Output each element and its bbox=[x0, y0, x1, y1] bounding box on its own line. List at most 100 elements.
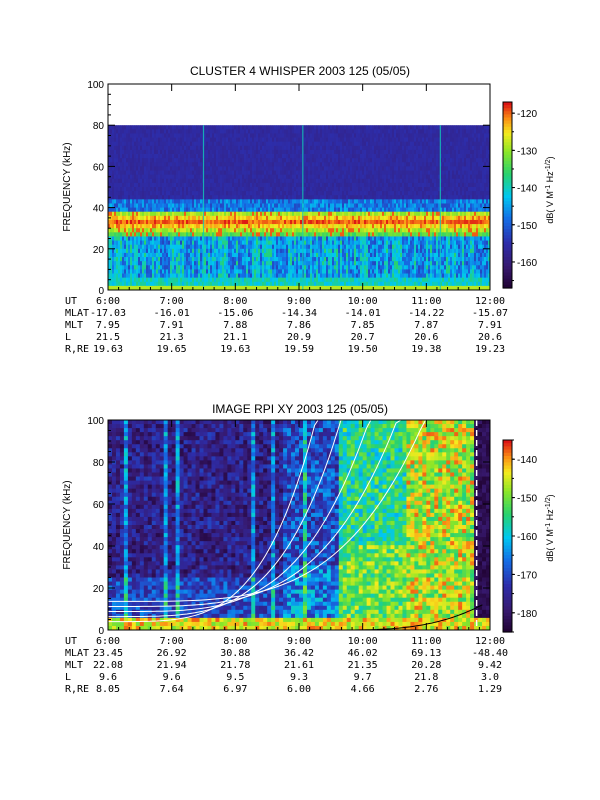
spectrogram-cell bbox=[120, 285, 123, 291]
spectrogram-cell bbox=[128, 269, 131, 274]
spectrogram-cell bbox=[212, 248, 215, 254]
spectrogram-cell bbox=[212, 178, 215, 184]
spectrogram-cell bbox=[144, 129, 147, 134]
spectrogram-cell bbox=[118, 199, 121, 204]
spectrogram-cell bbox=[204, 240, 207, 246]
spectrogram-cell bbox=[180, 277, 183, 283]
spectrogram-cell bbox=[176, 133, 179, 138]
spectrogram-cell bbox=[188, 166, 191, 171]
spectrogram-cell bbox=[168, 215, 171, 221]
spectrogram-cell bbox=[176, 145, 179, 151]
spectrogram-cell bbox=[122, 145, 125, 151]
spectrogram-cell bbox=[182, 191, 185, 196]
spectrogram-cell bbox=[228, 162, 231, 167]
spectrogram-cell bbox=[160, 248, 163, 254]
spectrogram-cell bbox=[138, 178, 141, 184]
spectrogram-cell bbox=[148, 158, 151, 163]
spectrogram-cell bbox=[224, 215, 227, 221]
spectrogram-cell bbox=[156, 178, 159, 184]
spectrogram-cell bbox=[144, 261, 147, 266]
spectrogram-cell bbox=[216, 195, 219, 200]
spectrogram-cell bbox=[192, 149, 195, 155]
spectrogram-cell bbox=[166, 174, 169, 180]
spectrogram-cell bbox=[120, 141, 123, 147]
spectrogram-cell bbox=[212, 257, 215, 262]
spectrogram-cell bbox=[162, 265, 165, 270]
spectrogram-cell bbox=[174, 154, 177, 159]
spectrogram-cell bbox=[212, 224, 215, 229]
spectrogram-cell bbox=[128, 199, 131, 204]
spectrogram-cell bbox=[220, 158, 223, 163]
spectrogram-cell bbox=[158, 158, 161, 163]
spectrogram-cell bbox=[208, 158, 211, 163]
spectrogram-cell bbox=[114, 195, 117, 200]
spectrogram-cell bbox=[222, 162, 225, 167]
spectrogram-cell bbox=[144, 125, 147, 130]
spectrogram-cell bbox=[116, 265, 119, 270]
spectrogram-cell bbox=[176, 232, 179, 237]
spectrogram-cell bbox=[158, 129, 161, 134]
spectrogram-cell bbox=[170, 174, 173, 180]
spectrogram-cell bbox=[224, 248, 227, 254]
spectrogram-cell bbox=[126, 149, 129, 155]
spectrogram-cell bbox=[142, 174, 145, 180]
spectrogram-cell bbox=[226, 141, 229, 147]
spectrogram-cell bbox=[218, 269, 221, 274]
panel1-title: CLUSTER 4 WHISPER 2003 125 (05/05) bbox=[190, 64, 410, 78]
spectrogram-cell bbox=[168, 191, 171, 196]
spectrogram-cell bbox=[146, 137, 149, 143]
spectrogram-cell bbox=[172, 281, 175, 287]
spectrogram-cell bbox=[204, 236, 207, 241]
spectrogram-cell bbox=[156, 215, 159, 221]
spectrogram-cell bbox=[224, 240, 227, 246]
spectrogram-cell bbox=[214, 257, 217, 262]
spectrogram-cell bbox=[200, 133, 203, 138]
spectrogram-cell bbox=[182, 203, 185, 208]
spectrogram-cell bbox=[142, 178, 145, 184]
spectrogram-cell bbox=[160, 154, 163, 159]
spectrogram-cell bbox=[204, 224, 207, 229]
spectrogram-cell bbox=[224, 252, 227, 258]
spectrogram-cell bbox=[206, 285, 209, 291]
spectrogram-cell bbox=[192, 207, 195, 213]
spectrogram-cell bbox=[138, 170, 141, 176]
spectrogram-cell bbox=[148, 224, 151, 229]
spectrogram-cell bbox=[166, 215, 169, 221]
spectrogram-cell bbox=[196, 166, 199, 171]
spectrogram-cell bbox=[110, 265, 113, 270]
spectrogram-cell bbox=[122, 191, 125, 196]
spectrogram-cell bbox=[164, 273, 167, 279]
spectrogram-cell bbox=[206, 187, 209, 192]
spectrogram-cell bbox=[198, 199, 201, 204]
spectrogram-cell bbox=[204, 232, 207, 237]
spectrogram-cell bbox=[140, 162, 143, 167]
spectrogram-cell bbox=[224, 182, 227, 188]
spectrogram-cell bbox=[108, 129, 111, 134]
spectrogram-cell bbox=[156, 252, 159, 258]
spectrogram-cell bbox=[188, 162, 191, 167]
spectrogram-cell bbox=[176, 149, 179, 155]
spectrogram-cell bbox=[182, 257, 185, 262]
spectrogram-cell bbox=[144, 219, 147, 225]
spectrogram-cell bbox=[158, 277, 161, 283]
spectrogram-cell bbox=[200, 174, 203, 180]
spectrogram-cell bbox=[170, 228, 173, 233]
spectrogram-cell bbox=[174, 166, 177, 171]
spectrogram-cell bbox=[136, 199, 139, 204]
spectrogram-cell bbox=[200, 281, 203, 287]
spectrogram-cell bbox=[132, 285, 135, 291]
spectrogram-cell bbox=[196, 269, 199, 274]
spectrogram-cell bbox=[138, 261, 141, 266]
spectrogram-cell bbox=[204, 265, 207, 270]
spectrogram-cell bbox=[226, 244, 229, 250]
spectrogram-cell bbox=[220, 178, 223, 184]
spectrogram-cell bbox=[204, 203, 207, 208]
spectrogram-cell bbox=[170, 149, 173, 155]
spectrogram-cell bbox=[198, 182, 201, 188]
spectrogram-cell bbox=[160, 174, 163, 180]
spectrogram-cell bbox=[196, 207, 199, 213]
spectrogram-cell bbox=[224, 269, 227, 274]
spectrogram-cell bbox=[168, 195, 171, 200]
spectrogram-cell bbox=[156, 129, 159, 134]
spectrogram-cell bbox=[194, 244, 197, 250]
